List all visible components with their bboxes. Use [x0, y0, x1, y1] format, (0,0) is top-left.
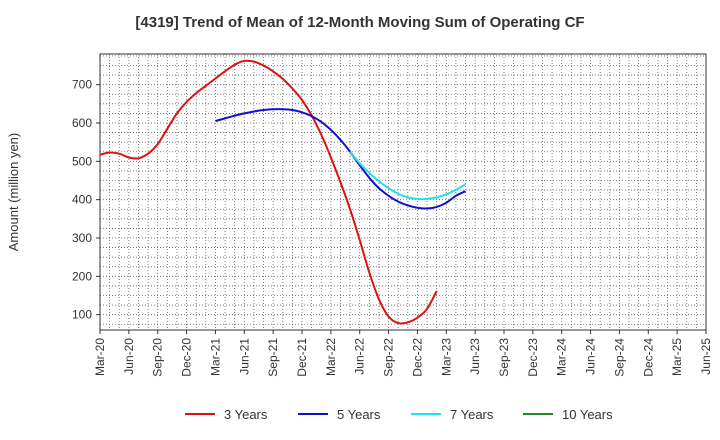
- x-tick-label: Sep-23: [497, 338, 511, 377]
- y-tick-label: 300: [72, 231, 92, 245]
- x-tick-label: Mar-25: [670, 338, 684, 376]
- x-tick-label: Jun-25: [699, 338, 713, 375]
- x-tick-label: Jun-24: [584, 338, 598, 375]
- x-tick-label: Dec-24: [641, 338, 655, 377]
- x-tick-label: Sep-24: [612, 338, 626, 377]
- x-tick-label: Dec-20: [180, 338, 194, 377]
- y-axis-label: Amount (million yen): [6, 133, 21, 252]
- x-tick-label: Sep-21: [266, 338, 280, 377]
- y-tick-label: 500: [72, 154, 92, 168]
- legend-label-10-years: 10 Years: [562, 407, 613, 422]
- y-tick-label: 700: [72, 78, 92, 92]
- y-tick-label: 100: [72, 308, 92, 322]
- x-tick-label: Mar-20: [93, 338, 107, 376]
- x-tick-label: Sep-22: [382, 338, 396, 377]
- series-line-5-years: [215, 108, 466, 210]
- x-tick-label: Sep-20: [151, 338, 165, 377]
- legend-label-3-years: 3 Years: [224, 407, 268, 422]
- y-tick-label: 600: [72, 116, 92, 130]
- legend-label-5-years: 5 Years: [337, 407, 381, 422]
- plot-frame: [99, 53, 707, 331]
- x-tick-label: Mar-21: [208, 338, 222, 376]
- legend-label-7-years: 7 Years: [450, 407, 494, 422]
- x-tick-label: Dec-21: [295, 338, 309, 377]
- x-tick-label: Jun-22: [353, 338, 367, 375]
- x-tick-label: Jun-21: [237, 338, 251, 375]
- x-tick-label: Dec-23: [526, 338, 540, 377]
- x-tick-label: Mar-22: [324, 338, 338, 376]
- series-line-3-years: [99, 59, 438, 325]
- x-tick-label: Mar-23: [439, 338, 453, 376]
- chart-title: [4319] Trend of Mean of 12-Month Moving …: [135, 14, 585, 31]
- plot-area: [100, 54, 706, 330]
- series-line-7-years: [349, 151, 466, 201]
- y-tick-label: 200: [72, 269, 92, 283]
- y-tick-label: 400: [72, 193, 92, 207]
- x-tick-label: Mar-24: [555, 338, 569, 376]
- x-tick-label: Jun-23: [468, 338, 482, 375]
- grid: [100, 54, 706, 330]
- x-tick-label: Jun-20: [122, 338, 136, 375]
- x-tick-label: Dec-22: [410, 338, 424, 377]
